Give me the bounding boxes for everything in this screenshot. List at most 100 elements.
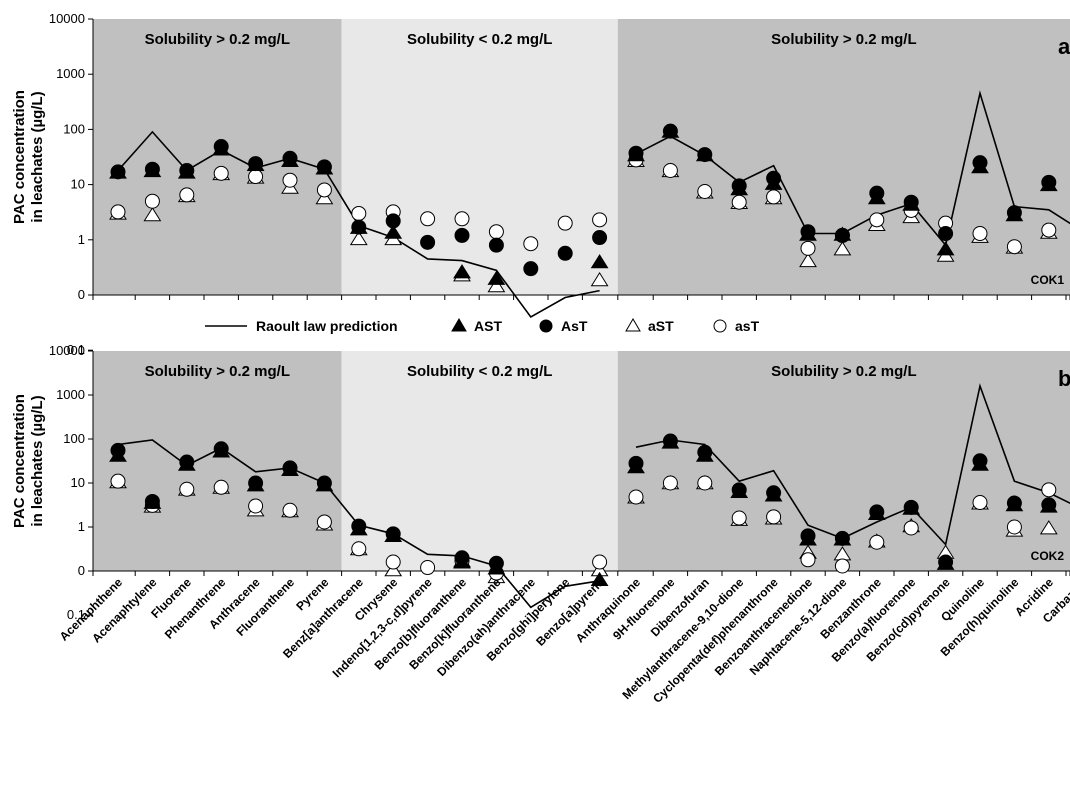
panel-b: Solubility > 0.2 mg/L Solubility < 0.2 mg… (11, 343, 1070, 622)
marker-asT (420, 211, 436, 227)
legend-item-4: aST (625, 318, 674, 334)
marker-AsT (144, 493, 160, 509)
legend-label: AsT (561, 318, 588, 334)
marker-aST (1039, 520, 1058, 535)
legend-item-3: AsT (539, 318, 588, 334)
y-tick-label: 0 (78, 287, 85, 302)
legend-circle-swatch (713, 319, 727, 333)
marker-AsT (110, 164, 126, 180)
marker-asT (351, 541, 367, 557)
marker-AST (487, 270, 506, 285)
marker-asT (697, 475, 713, 491)
marker-asT (1006, 239, 1022, 255)
marker-AsT (972, 453, 988, 469)
y-tick-label: 100 (63, 431, 85, 446)
marker-asT (697, 183, 713, 199)
marker-asT (282, 172, 298, 188)
marker-AsT (351, 518, 367, 534)
legend-triangle-swatch (625, 318, 641, 332)
marker-AsT (800, 528, 816, 544)
legend-circle-swatch (539, 319, 553, 333)
panel-tag: COK1 (1031, 273, 1065, 287)
marker-AsT (385, 526, 401, 542)
marker-asT (488, 224, 504, 240)
marker-AsT (557, 245, 573, 261)
y-tick-label: 10 (71, 475, 85, 490)
marker-AsT (179, 454, 195, 470)
marker-asT (454, 211, 470, 227)
marker-asT (179, 481, 195, 497)
marker-asT (800, 552, 816, 568)
marker-asT (869, 534, 885, 550)
y-tick-label: 0.1 (67, 607, 85, 622)
marker-asT (110, 473, 126, 489)
marker-AsT (731, 482, 747, 498)
panel-letter: a (1058, 34, 1070, 59)
solubility-region-1 (93, 351, 342, 571)
marker-AsT (628, 455, 644, 471)
marker-asT (903, 520, 919, 536)
marker-AsT (248, 156, 264, 172)
legend-triangle-swatch (451, 318, 467, 332)
marker-asT (834, 558, 850, 574)
marker-AsT (488, 237, 504, 253)
y-tick-label: 10000 (49, 343, 85, 358)
category-label: Cyclopenta(def)phenanthrone (650, 575, 781, 706)
y-tick-label: 10 (71, 177, 85, 192)
marker-asT (282, 502, 298, 518)
marker-AsT (834, 227, 850, 243)
marker-AsT (731, 178, 747, 194)
marker-AST (936, 241, 955, 256)
marker-AsT (213, 441, 229, 457)
panel-letter: b (1058, 366, 1070, 391)
marker-AsT (316, 159, 332, 175)
marker-AsT (697, 444, 713, 460)
marker-AsT (834, 530, 850, 546)
marker-aST (833, 241, 852, 256)
marker-asT (179, 187, 195, 203)
marker-asT (1041, 482, 1057, 498)
marker-asT (766, 509, 782, 525)
marker-aST (349, 230, 368, 246)
legend-label: asT (735, 318, 760, 334)
marker-AsT (316, 475, 332, 491)
panel-tag: COK2 (1031, 549, 1065, 563)
legend-label: Raoult law prediction (256, 318, 398, 334)
marker-aST (487, 277, 506, 293)
marker-asT (557, 215, 573, 231)
solubility-region-1 (93, 19, 342, 295)
marker-asT (213, 479, 229, 495)
y-axis-title-line2: in leachates (µg/L) (29, 91, 46, 222)
marker-asT (385, 554, 401, 570)
marker-asT (420, 560, 436, 576)
marker-asT (1041, 222, 1057, 238)
marker-AsT (903, 499, 919, 515)
region-label: Solubility > 0.2 mg/L (145, 31, 290, 48)
marker-AsT (420, 234, 436, 250)
y-tick-label: 100 (63, 121, 85, 136)
legend: Raoult law prediction AST AsT aST asT (205, 318, 760, 334)
marker-asT (248, 169, 264, 185)
marker-AsT (213, 139, 229, 155)
marker-asT (662, 163, 678, 179)
marker-asT (144, 193, 160, 209)
marker-AsT (179, 163, 195, 179)
marker-AsT (628, 145, 644, 161)
marker-asT (800, 240, 816, 256)
legend-item-2: AST (451, 318, 502, 334)
marker-asT (523, 236, 539, 252)
marker-AsT (454, 550, 470, 566)
y-tick-label: 10000 (49, 11, 85, 26)
marker-AST (590, 571, 609, 587)
solubility-region-2 (341, 19, 618, 295)
marker-AsT (800, 224, 816, 240)
marker-asT (110, 204, 126, 220)
marker-asT (213, 165, 229, 181)
legend-item-1: Raoult law prediction (205, 318, 398, 334)
marker-AsT (351, 219, 367, 235)
marker-AsT (766, 170, 782, 186)
marker-AsT (697, 147, 713, 163)
marker-AsT (282, 150, 298, 166)
panel-a: Solubility > 0.2 mg/L Solubility < 0.2 mg… (11, 11, 1070, 357)
